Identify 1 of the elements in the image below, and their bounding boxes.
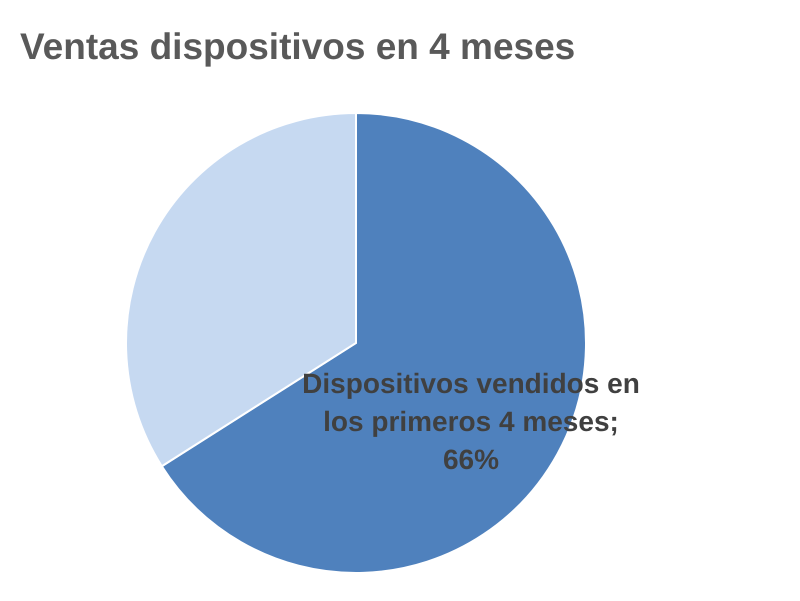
chart-title: Ventas dispositivos en 4 meses xyxy=(20,26,576,68)
